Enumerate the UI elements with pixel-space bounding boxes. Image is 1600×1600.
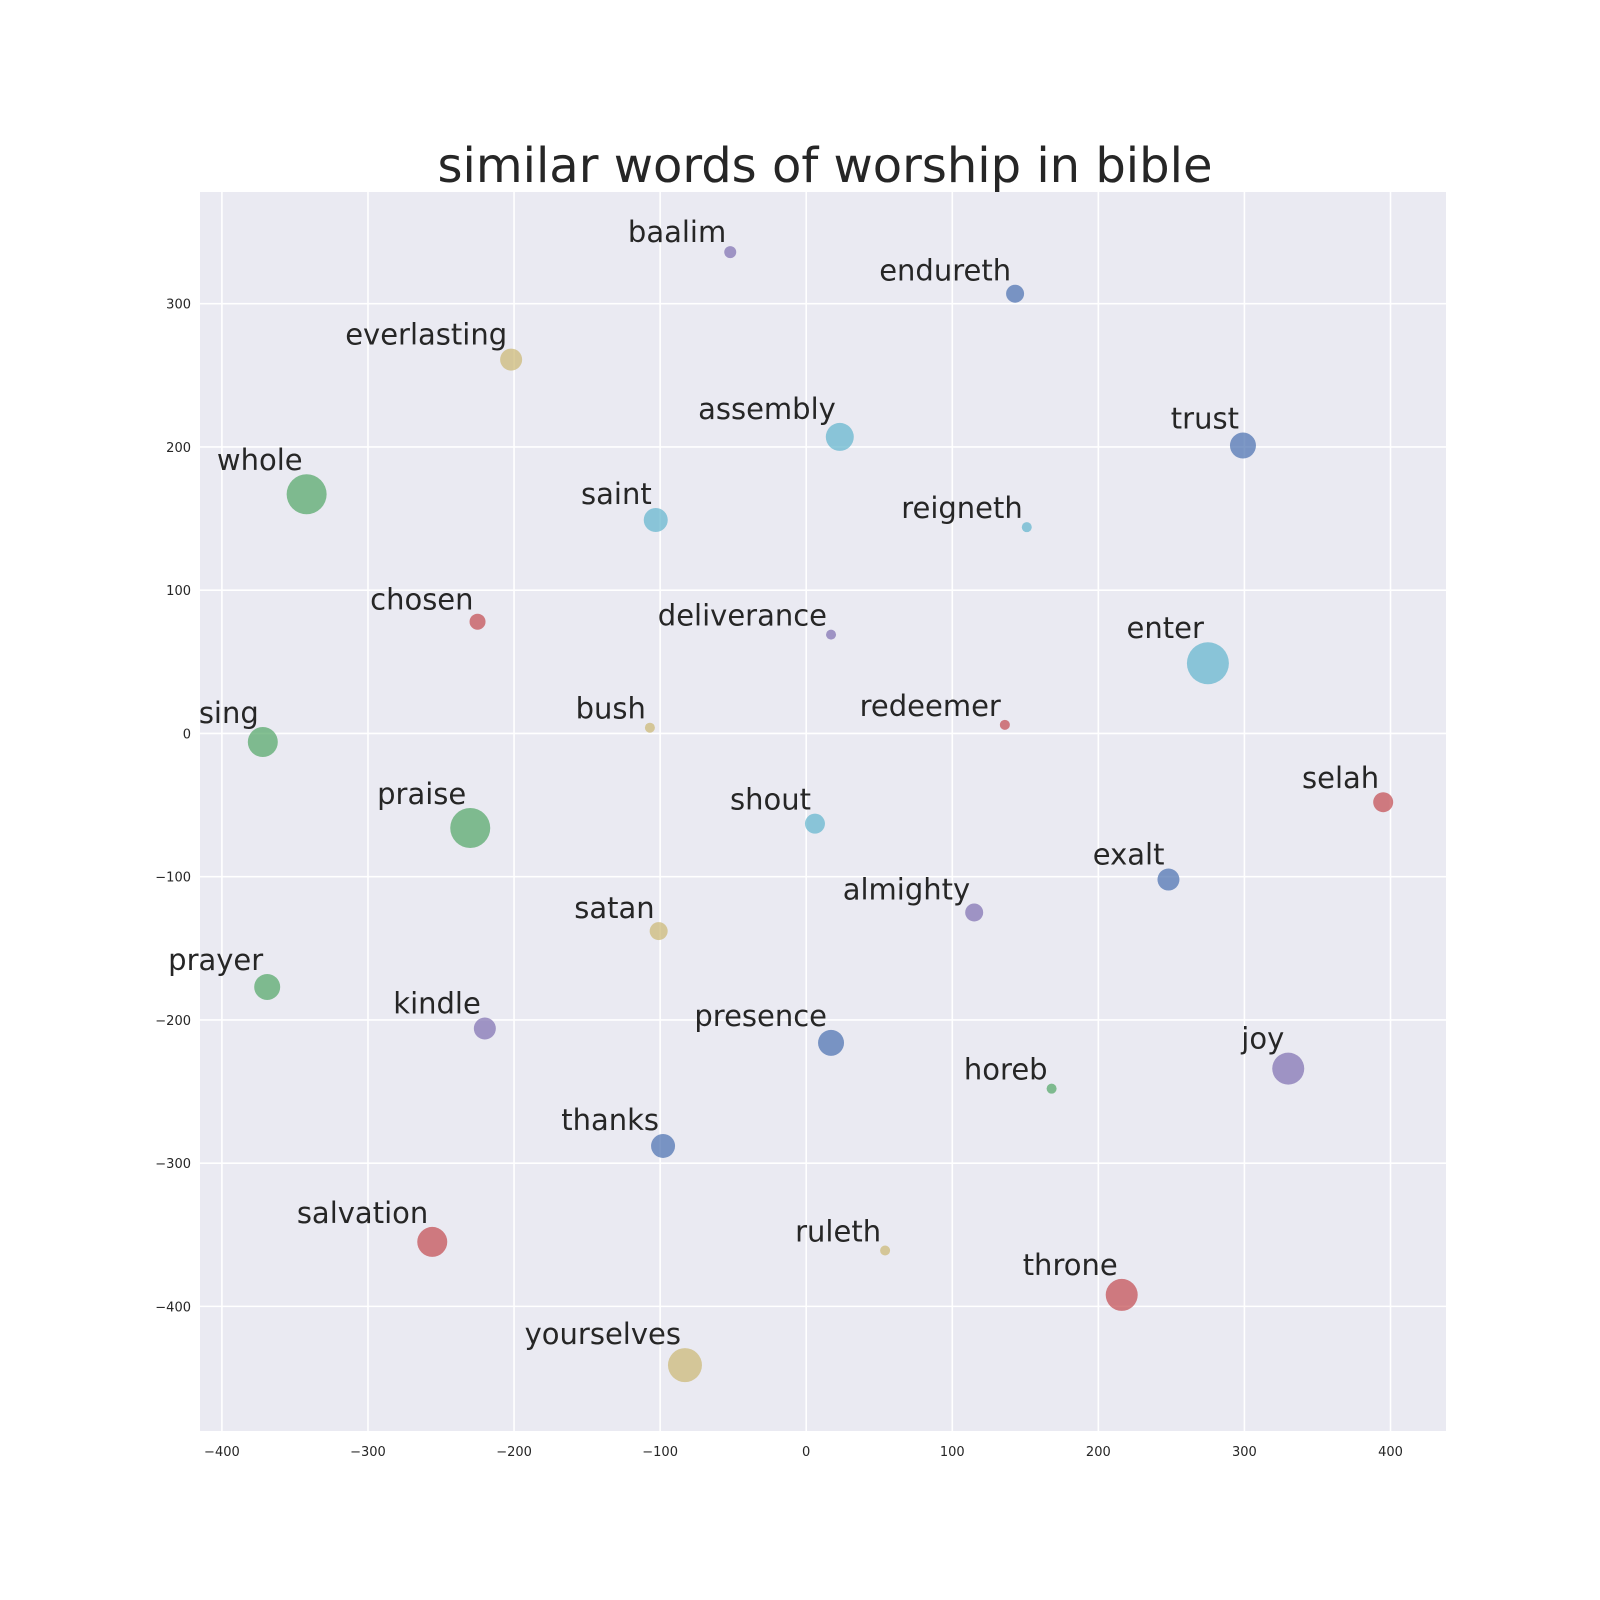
y-tick-label: −100 (155, 871, 191, 886)
data-point-satan (649, 922, 668, 941)
data-point-chosen (469, 613, 486, 630)
data-point-ruleth (880, 1245, 891, 1256)
data-point-exalt (1157, 868, 1180, 891)
x-tick-label: 400 (1378, 1445, 1403, 1460)
x-tick-label: −200 (496, 1445, 532, 1460)
data-point-redeemer (999, 719, 1010, 730)
data-point-trust (1229, 432, 1256, 459)
data-point-horeb (1046, 1083, 1057, 1094)
chart-title: similar words of worship in bible (437, 138, 1213, 194)
data-point-thanks (651, 1133, 676, 1158)
y-tick-label: −300 (155, 1157, 191, 1172)
point-label-deliverance: deliverance (658, 599, 827, 633)
point-label-almighty: almighty (843, 872, 970, 906)
point-label-shout: shout (730, 783, 811, 817)
point-label-saint: saint (581, 477, 652, 511)
x-tick-label: 100 (940, 1445, 965, 1460)
y-tick-label: −400 (155, 1300, 191, 1315)
point-label-kindle: kindle (393, 987, 481, 1021)
y-tick-label: 300 (166, 298, 191, 313)
data-point-deliverance (826, 629, 837, 640)
x-tick-label: −100 (642, 1445, 678, 1460)
point-label-reigneth: reigneth (901, 491, 1023, 525)
point-label-sing: sing (199, 696, 259, 730)
point-label-everlasting: everlasting (345, 318, 507, 352)
data-point-presence (818, 1029, 845, 1056)
point-label-yourselves: yourselves (525, 1317, 681, 1351)
data-point-saint (643, 508, 668, 533)
data-point-bush (644, 722, 655, 733)
y-tick-label: 100 (166, 584, 191, 599)
x-tick-label: 0 (802, 1445, 810, 1460)
point-label-chosen: chosen (370, 583, 473, 617)
data-point-enter (1186, 642, 1229, 685)
point-label-joy: joy (1240, 1022, 1284, 1056)
data-point-sing (247, 727, 278, 758)
point-label-presence: presence (694, 999, 827, 1033)
x-tick-label: 200 (1086, 1445, 1111, 1460)
y-tick-label: 0 (183, 727, 191, 742)
data-point-selah (1373, 792, 1394, 813)
data-point-assembly (825, 422, 854, 451)
x-tick-label: 300 (1232, 1445, 1257, 1460)
x-tick-label: −300 (350, 1445, 386, 1460)
data-point-reigneth (1021, 522, 1032, 533)
x-tick-label: −400 (204, 1445, 240, 1460)
data-point-shout (804, 813, 825, 834)
point-label-assembly: assembly (698, 392, 836, 426)
plot-background (200, 192, 1446, 1431)
point-label-selah: selah (1302, 761, 1379, 795)
point-label-bush: bush (576, 692, 646, 726)
point-label-praise: praise (377, 777, 466, 811)
point-label-baalim: baalim (628, 215, 726, 249)
point-label-horeb: horeb (964, 1053, 1048, 1087)
point-label-whole: whole (217, 443, 303, 477)
point-label-endureth: endureth (879, 254, 1011, 288)
point-label-trust: trust (1171, 402, 1239, 436)
data-point-throne (1105, 1278, 1138, 1311)
data-point-praise (450, 807, 491, 848)
y-tick-label: 200 (166, 441, 191, 456)
point-label-redeemer: redeemer (860, 689, 1001, 723)
data-point-almighty (965, 903, 984, 922)
data-point-baalim (724, 246, 737, 259)
point-label-salvation: salvation (297, 1196, 428, 1230)
point-label-enter: enter (1127, 611, 1204, 645)
point-label-ruleth: ruleth (795, 1215, 881, 1249)
data-point-whole (286, 474, 327, 515)
grid-lines (200, 192, 1446, 1431)
data-point-prayer (254, 973, 281, 1000)
data-point-yourselves (667, 1348, 702, 1383)
point-labels: baalim endureth everlasting assembly trust wh… (168, 215, 1379, 1351)
data-point-joy (1272, 1052, 1305, 1085)
point-label-thanks: thanks (561, 1103, 659, 1137)
data-point-endureth (1006, 284, 1025, 303)
data-points (247, 246, 1394, 1383)
tick-labels: −400 −300 −200 −100 0 100 200 300 400 300 200 100 0 −… (155, 298, 1403, 1460)
data-point-kindle (473, 1017, 496, 1040)
point-label-throne: throne (1023, 1248, 1118, 1282)
y-tick-label: −200 (155, 1014, 191, 1029)
point-label-prayer: prayer (168, 943, 263, 977)
point-label-satan: satan (574, 891, 654, 925)
data-point-everlasting (500, 348, 523, 371)
data-point-salvation (417, 1226, 448, 1257)
point-label-exalt: exalt (1093, 838, 1165, 872)
